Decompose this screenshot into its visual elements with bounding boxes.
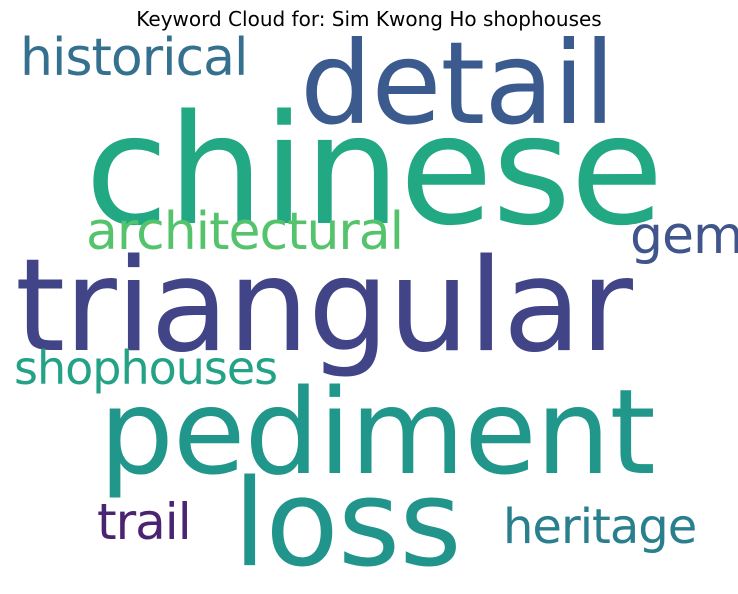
word-loss: loss xyxy=(233,455,462,594)
word-architectural: architectural xyxy=(86,202,404,262)
word-pediment: pediment xyxy=(99,363,656,501)
word-gem: gem xyxy=(630,206,738,266)
word-shophouses: shophouses xyxy=(14,341,278,395)
word-trail: trail xyxy=(97,493,192,551)
word-triangular: triangular xyxy=(15,232,633,381)
word-detail: detail xyxy=(300,17,615,150)
chart-title: Keyword Cloud for: Sim Kwong Ho shophous… xyxy=(136,7,602,31)
word-chinese: chinese xyxy=(85,82,664,259)
word-historical: historical xyxy=(20,28,248,88)
word-heritage: heritage xyxy=(503,499,697,555)
